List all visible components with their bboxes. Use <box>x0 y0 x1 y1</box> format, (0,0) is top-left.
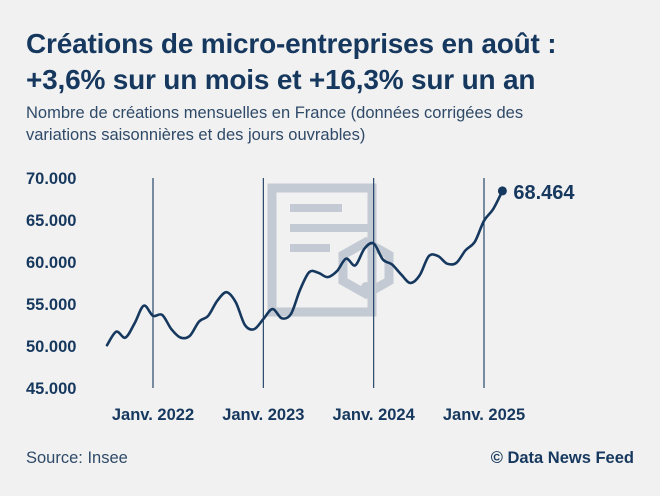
document-hexagon-logo-icon <box>272 188 389 312</box>
x-tick-label: Janv. 2024 <box>333 406 416 424</box>
y-tick-label: 65.000 <box>26 212 76 230</box>
title-line-2: +3,6% sur un mois et +16,3% sur un an <box>26 62 646 98</box>
y-tick-label: 55.000 <box>26 296 76 314</box>
source-note: Source: Insee <box>26 449 128 468</box>
x-axis-labels: Janv. 2022 Janv. 2023 Janv. 2024 Janv. 2025 <box>112 406 525 424</box>
y-axis-labels: 45.000 50.000 55.000 60.000 65.000 70.000 <box>26 170 76 398</box>
subtitle-line-2: variations saisonnières et des jours ouv… <box>26 124 646 146</box>
x-tick-label: Janv. 2022 <box>112 406 194 424</box>
line-chart: 45.000 50.000 55.000 60.000 65.000 70.000 Jan… <box>0 160 660 440</box>
y-tick-label: 60.000 <box>26 254 76 272</box>
y-tick-label: 50.000 <box>26 338 76 356</box>
series-line <box>107 191 502 345</box>
chart-subtitle: Nombre de créations mensuelles en France… <box>26 102 646 146</box>
x-tick-label: Janv. 2023 <box>222 406 304 424</box>
chart-title: Créations de micro-entreprises en août :… <box>26 26 646 98</box>
end-value-label: 68.464 <box>513 182 575 204</box>
credit-note: © Data News Feed <box>491 449 634 468</box>
x-tick-label: Janv. 2025 <box>443 406 525 424</box>
title-line-1: Créations de micro-entreprises en août : <box>26 26 646 62</box>
y-tick-label: 45.000 <box>26 380 76 398</box>
y-tick-label: 70.000 <box>26 170 76 188</box>
subtitle-line-1: Nombre de créations mensuelles en France… <box>26 102 646 124</box>
end-point-marker <box>498 186 507 195</box>
